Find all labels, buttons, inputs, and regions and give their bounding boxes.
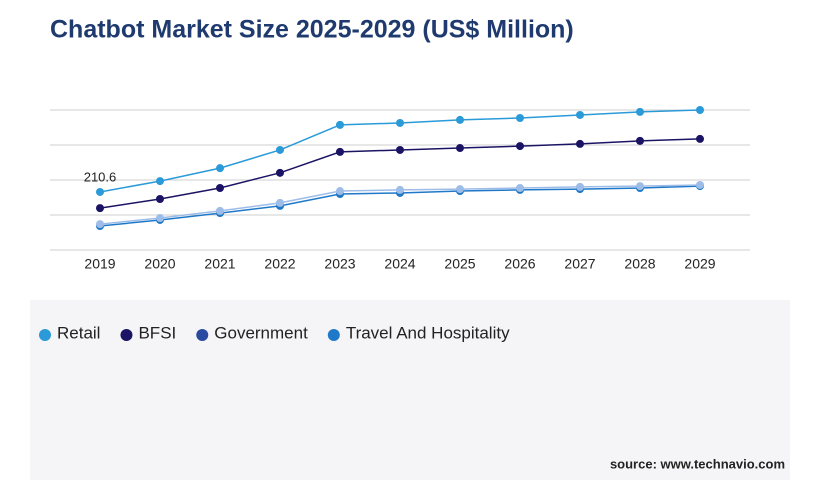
point [216, 183, 224, 192]
x-tick-label: 2019 [84, 256, 115, 272]
x-tick-label: 2026 [504, 256, 535, 272]
point [336, 147, 344, 156]
point [456, 185, 464, 194]
point [456, 115, 464, 124]
point [576, 139, 584, 148]
point [396, 145, 404, 154]
legend-marker [327, 329, 340, 341]
point [636, 107, 644, 116]
legend-label: BFSI [138, 323, 176, 342]
legend-label: Travel And Hospitality [346, 323, 510, 342]
x-tick-label: 2022 [264, 256, 295, 272]
x-tick-label: 2027 [564, 256, 595, 272]
x-tick-label: 2029 [684, 256, 715, 272]
point [96, 187, 104, 196]
point [696, 106, 704, 114]
point [636, 136, 644, 145]
x-tick-label: 2024 [384, 256, 415, 272]
point [396, 185, 404, 194]
point [516, 183, 524, 192]
point [96, 220, 104, 229]
point [216, 206, 224, 215]
point [396, 118, 404, 127]
legend-marker [39, 329, 51, 341]
point [516, 142, 524, 151]
point [456, 144, 464, 153]
point [276, 198, 284, 207]
x-tick-label: 2023 [324, 256, 355, 272]
point [696, 134, 704, 143]
source: source: www.technavio.com [610, 456, 785, 471]
legend-label: Retail [57, 323, 100, 342]
x-tick-label: 2020 [144, 256, 175, 272]
point [276, 168, 284, 177]
point [696, 180, 704, 189]
legend-marker [196, 329, 209, 341]
legend-marker [120, 329, 133, 341]
x-tick-label: 2028 [624, 256, 655, 272]
point [216, 164, 224, 173]
point [336, 120, 344, 129]
chart-title: Chatbot Market Size 2025-2029 (US$ Milli… [50, 16, 574, 44]
point [156, 177, 164, 186]
point [636, 182, 644, 191]
data-label: 210.6 [84, 169, 117, 184]
point [336, 187, 344, 196]
point [156, 214, 164, 223]
point [516, 113, 524, 122]
x-tick-label: 2021 [204, 256, 235, 272]
legend-label: Government [214, 323, 308, 342]
point [576, 182, 584, 191]
point [576, 110, 584, 119]
point [96, 204, 104, 213]
point [276, 145, 284, 154]
legend-panel [30, 300, 790, 480]
point [156, 195, 164, 204]
x-tick-label: 2025 [444, 256, 475, 272]
